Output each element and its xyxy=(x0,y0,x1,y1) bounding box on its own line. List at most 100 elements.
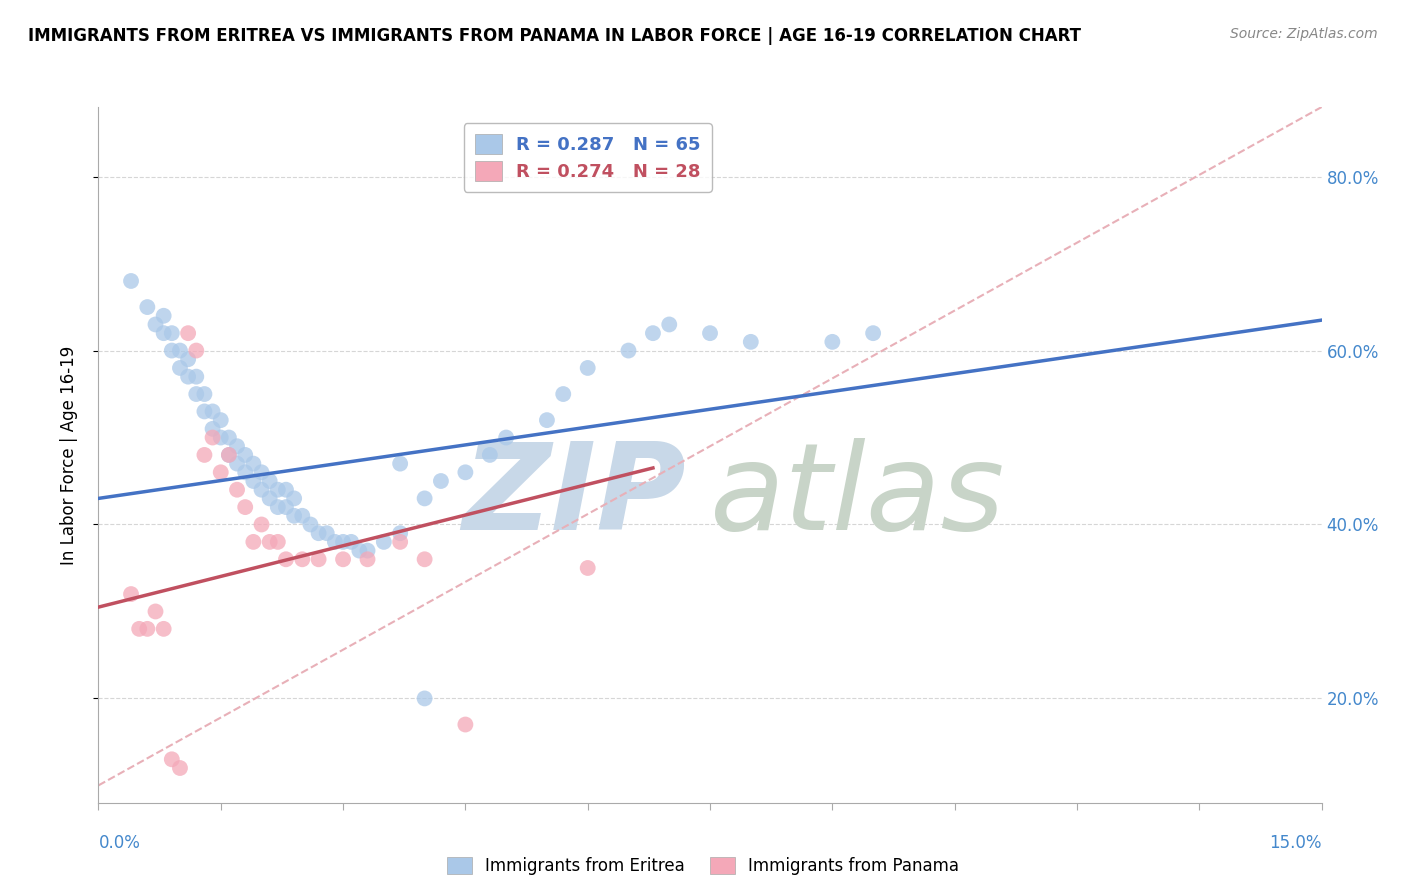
Point xyxy=(186,369,208,384)
Point xyxy=(267,483,290,497)
Point xyxy=(389,526,412,541)
Point xyxy=(308,552,330,566)
Point xyxy=(576,361,599,376)
Point xyxy=(177,352,200,367)
Point xyxy=(349,543,371,558)
Point xyxy=(209,413,232,427)
Point xyxy=(201,422,224,436)
Point xyxy=(226,439,249,453)
Text: 15.0%: 15.0% xyxy=(1270,834,1322,852)
Point xyxy=(274,552,297,566)
Point xyxy=(389,457,412,471)
Point xyxy=(821,334,844,349)
Point xyxy=(641,326,664,340)
Point xyxy=(356,543,378,558)
Point xyxy=(274,483,297,497)
Legend: Immigrants from Eritrea, Immigrants from Panama: Immigrants from Eritrea, Immigrants from… xyxy=(440,850,966,882)
Point xyxy=(413,691,436,706)
Point xyxy=(332,534,354,549)
Point xyxy=(193,404,215,418)
Y-axis label: In Labor Force | Age 16-19: In Labor Force | Age 16-19 xyxy=(59,345,77,565)
Point xyxy=(323,534,346,549)
Point xyxy=(340,534,363,549)
Point xyxy=(283,508,305,523)
Point xyxy=(699,326,721,340)
Point xyxy=(389,534,412,549)
Point xyxy=(136,300,159,314)
Point xyxy=(250,466,273,480)
Text: IMMIGRANTS FROM ERITREA VS IMMIGRANTS FROM PANAMA IN LABOR FORCE | AGE 16-19 COR: IMMIGRANTS FROM ERITREA VS IMMIGRANTS FR… xyxy=(28,27,1081,45)
Point xyxy=(177,369,200,384)
Point xyxy=(218,448,240,462)
Point xyxy=(299,517,322,532)
Point xyxy=(160,752,183,766)
Point xyxy=(308,526,330,541)
Point xyxy=(128,622,150,636)
Point xyxy=(259,474,281,488)
Point xyxy=(536,413,558,427)
Point xyxy=(495,430,517,444)
Point xyxy=(152,326,174,340)
Point xyxy=(430,474,453,488)
Point xyxy=(373,534,395,549)
Point xyxy=(218,430,240,444)
Point xyxy=(193,387,215,401)
Point xyxy=(274,500,297,514)
Point xyxy=(250,517,273,532)
Point xyxy=(267,500,290,514)
Point xyxy=(145,318,167,332)
Point xyxy=(145,605,167,619)
Text: Source: ZipAtlas.com: Source: ZipAtlas.com xyxy=(1230,27,1378,41)
Point xyxy=(242,457,264,471)
Point xyxy=(152,309,174,323)
Point xyxy=(186,387,208,401)
Point xyxy=(226,457,249,471)
Point xyxy=(160,343,183,358)
Point xyxy=(169,361,191,376)
Point xyxy=(233,448,256,462)
Text: ZIP: ZIP xyxy=(461,438,686,555)
Point xyxy=(862,326,884,340)
Point xyxy=(201,430,224,444)
Point xyxy=(201,404,224,418)
Point xyxy=(454,466,477,480)
Point xyxy=(740,334,762,349)
Point xyxy=(209,430,232,444)
Point xyxy=(617,343,640,358)
Point xyxy=(413,552,436,566)
Point xyxy=(136,622,159,636)
Text: 0.0%: 0.0% xyxy=(98,834,141,852)
Legend: R = 0.287   N = 65, R = 0.274   N = 28: R = 0.287 N = 65, R = 0.274 N = 28 xyxy=(464,123,711,192)
Point xyxy=(576,561,599,575)
Point xyxy=(356,552,378,566)
Point xyxy=(160,326,183,340)
Text: atlas: atlas xyxy=(710,438,1005,555)
Point xyxy=(413,491,436,506)
Point xyxy=(152,622,174,636)
Point xyxy=(478,448,501,462)
Point xyxy=(193,448,215,462)
Point xyxy=(291,552,314,566)
Point xyxy=(233,466,256,480)
Point xyxy=(315,526,337,541)
Point xyxy=(169,343,191,358)
Point xyxy=(169,761,191,775)
Point xyxy=(332,552,354,566)
Point xyxy=(291,508,314,523)
Point xyxy=(120,274,142,288)
Point xyxy=(177,326,200,340)
Point xyxy=(267,534,290,549)
Point xyxy=(209,466,232,480)
Point xyxy=(259,534,281,549)
Point xyxy=(553,387,575,401)
Point xyxy=(454,717,477,731)
Point xyxy=(658,318,681,332)
Point xyxy=(226,483,249,497)
Point xyxy=(233,500,256,514)
Point xyxy=(242,474,264,488)
Point xyxy=(283,491,305,506)
Point xyxy=(218,448,240,462)
Point xyxy=(259,491,281,506)
Point xyxy=(250,483,273,497)
Point xyxy=(186,343,208,358)
